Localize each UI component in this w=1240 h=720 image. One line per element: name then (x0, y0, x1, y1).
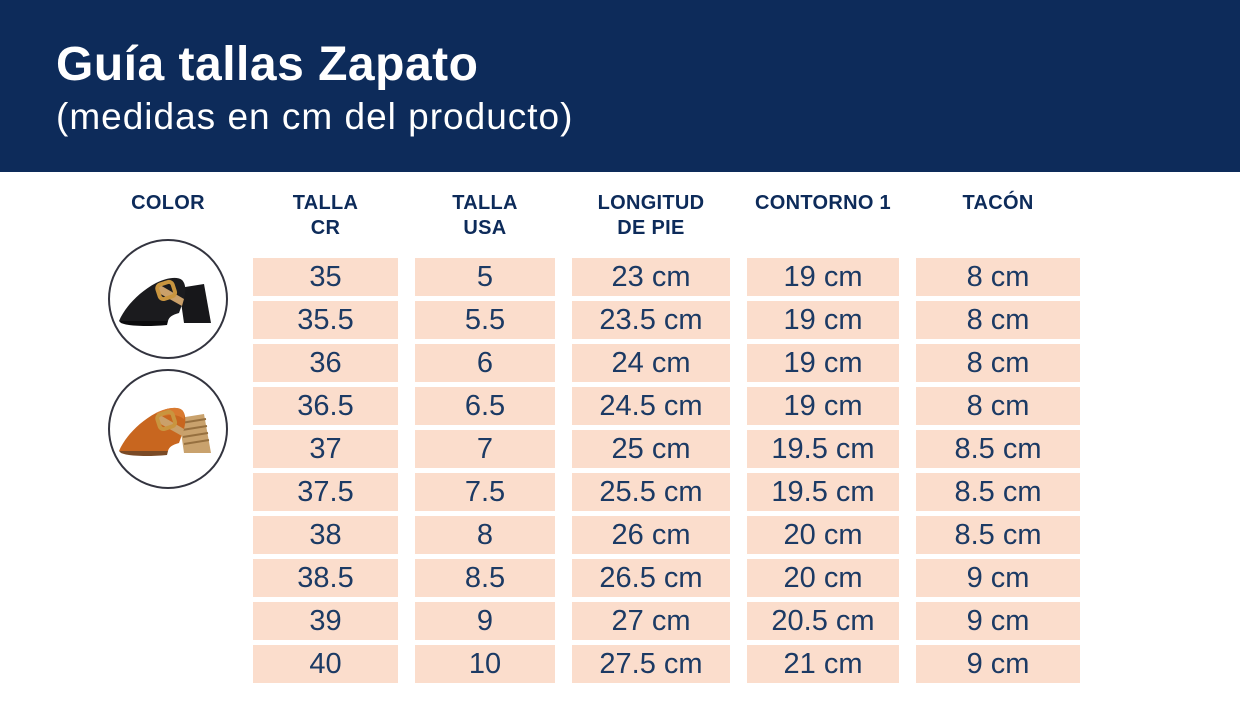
table-cell: 6 (415, 344, 555, 382)
table-cell: 37.5 (253, 473, 398, 511)
table-cell: 19 cm (747, 344, 899, 382)
table-cell: 19 cm (747, 301, 899, 339)
table-cell: 36 (253, 344, 398, 382)
column-header-talla-usa: TALLA USA (415, 182, 555, 253)
table-cell: 8 cm (916, 387, 1080, 425)
column-header-longitud-de-pie: LONGITUD DE PIE (572, 182, 730, 253)
table-cell: 10 (415, 645, 555, 683)
table-cell: 23 cm (572, 258, 730, 296)
table-cell: 9 cm (916, 645, 1080, 683)
column-header-line: USA (463, 217, 507, 239)
column-header-line: TALLA (292, 192, 359, 214)
header-banner: Guía tallas Zapato (medidas en cm del pr… (0, 0, 1240, 172)
table-cell: 23.5 cm (572, 301, 730, 339)
table-cell: 20.5 cm (747, 602, 899, 640)
table-cell: 8 cm (916, 301, 1080, 339)
table-cell: 21 cm (747, 645, 899, 683)
column-header-color: COLOR (100, 182, 236, 253)
size-table: COLOR TALLA CR TALLA USA LONGITUD DE PIE… (100, 182, 1080, 683)
black-mule-shoe-image (119, 277, 211, 327)
table-cell: 20 cm (747, 516, 899, 554)
color-column-spacer (100, 559, 236, 597)
table-cell: 6.5 (415, 387, 555, 425)
page-subtitle: (medidas en cm del producto) (56, 96, 574, 137)
table-cell: 8.5 cm (916, 516, 1080, 554)
column-header-contorno-1: CONTORNO 1 (747, 182, 899, 253)
table-cell: 25 cm (572, 430, 730, 468)
color-swatch-orange-mule (108, 369, 228, 489)
column-header-line: TACÓN (962, 192, 1034, 214)
table-cell: 8 cm (916, 344, 1080, 382)
column-header-tacon: TACÓN (916, 182, 1080, 253)
table-cell: 8.5 cm (916, 430, 1080, 468)
table-cell: 19.5 cm (747, 473, 899, 511)
table-cell: 35 (253, 258, 398, 296)
table-cell: 9 cm (916, 602, 1080, 640)
page-title: Guía tallas Zapato (56, 38, 479, 91)
color-column-spacer (100, 516, 236, 554)
table-cell: 38.5 (253, 559, 398, 597)
table-cell: 19 cm (747, 258, 899, 296)
table-cell: 24 cm (572, 344, 730, 382)
table-cell: 40 (253, 645, 398, 683)
column-header-line: DE PIE (617, 217, 685, 239)
column-header-line: CR (310, 217, 341, 239)
table-cell: 37 (253, 430, 398, 468)
table-cell: 19 cm (747, 387, 899, 425)
color-column-spacer (100, 602, 236, 640)
table-cell: 7.5 (415, 473, 555, 511)
table-cell: 5 (415, 258, 555, 296)
table-cell: 24.5 cm (572, 387, 730, 425)
table-cell: 8 (415, 516, 555, 554)
column-header-line: CONTORNO 1 (755, 192, 891, 214)
table-cell: 9 cm (916, 559, 1080, 597)
color-column-spacer (100, 645, 236, 683)
table-cell: 35.5 (253, 301, 398, 339)
table-cell: 26 cm (572, 516, 730, 554)
table-cell: 27.5 cm (572, 645, 730, 683)
column-header-line: COLOR (131, 192, 205, 214)
table-cell: 8.5 cm (916, 473, 1080, 511)
column-header-line: LONGITUD (597, 192, 705, 214)
table-cell: 19.5 cm (747, 430, 899, 468)
table-cell: 20 cm (747, 559, 899, 597)
table-cell: 26.5 cm (572, 559, 730, 597)
table-cell: 38 (253, 516, 398, 554)
table-cell: 8 cm (916, 258, 1080, 296)
table-cell: 5.5 (415, 301, 555, 339)
column-header-talla-cr: TALLA CR (253, 182, 398, 253)
table-cell: 36.5 (253, 387, 398, 425)
table-cell: 25.5 cm (572, 473, 730, 511)
table-cell: 27 cm (572, 602, 730, 640)
orange-mule-shoe-image (119, 407, 211, 457)
column-header-line: TALLA (452, 192, 518, 214)
table-cell: 9 (415, 602, 555, 640)
table-cell: 7 (415, 430, 555, 468)
table-cell: 39 (253, 602, 398, 640)
color-swatch-black-mule (108, 239, 228, 359)
table-cell: 8.5 (415, 559, 555, 597)
